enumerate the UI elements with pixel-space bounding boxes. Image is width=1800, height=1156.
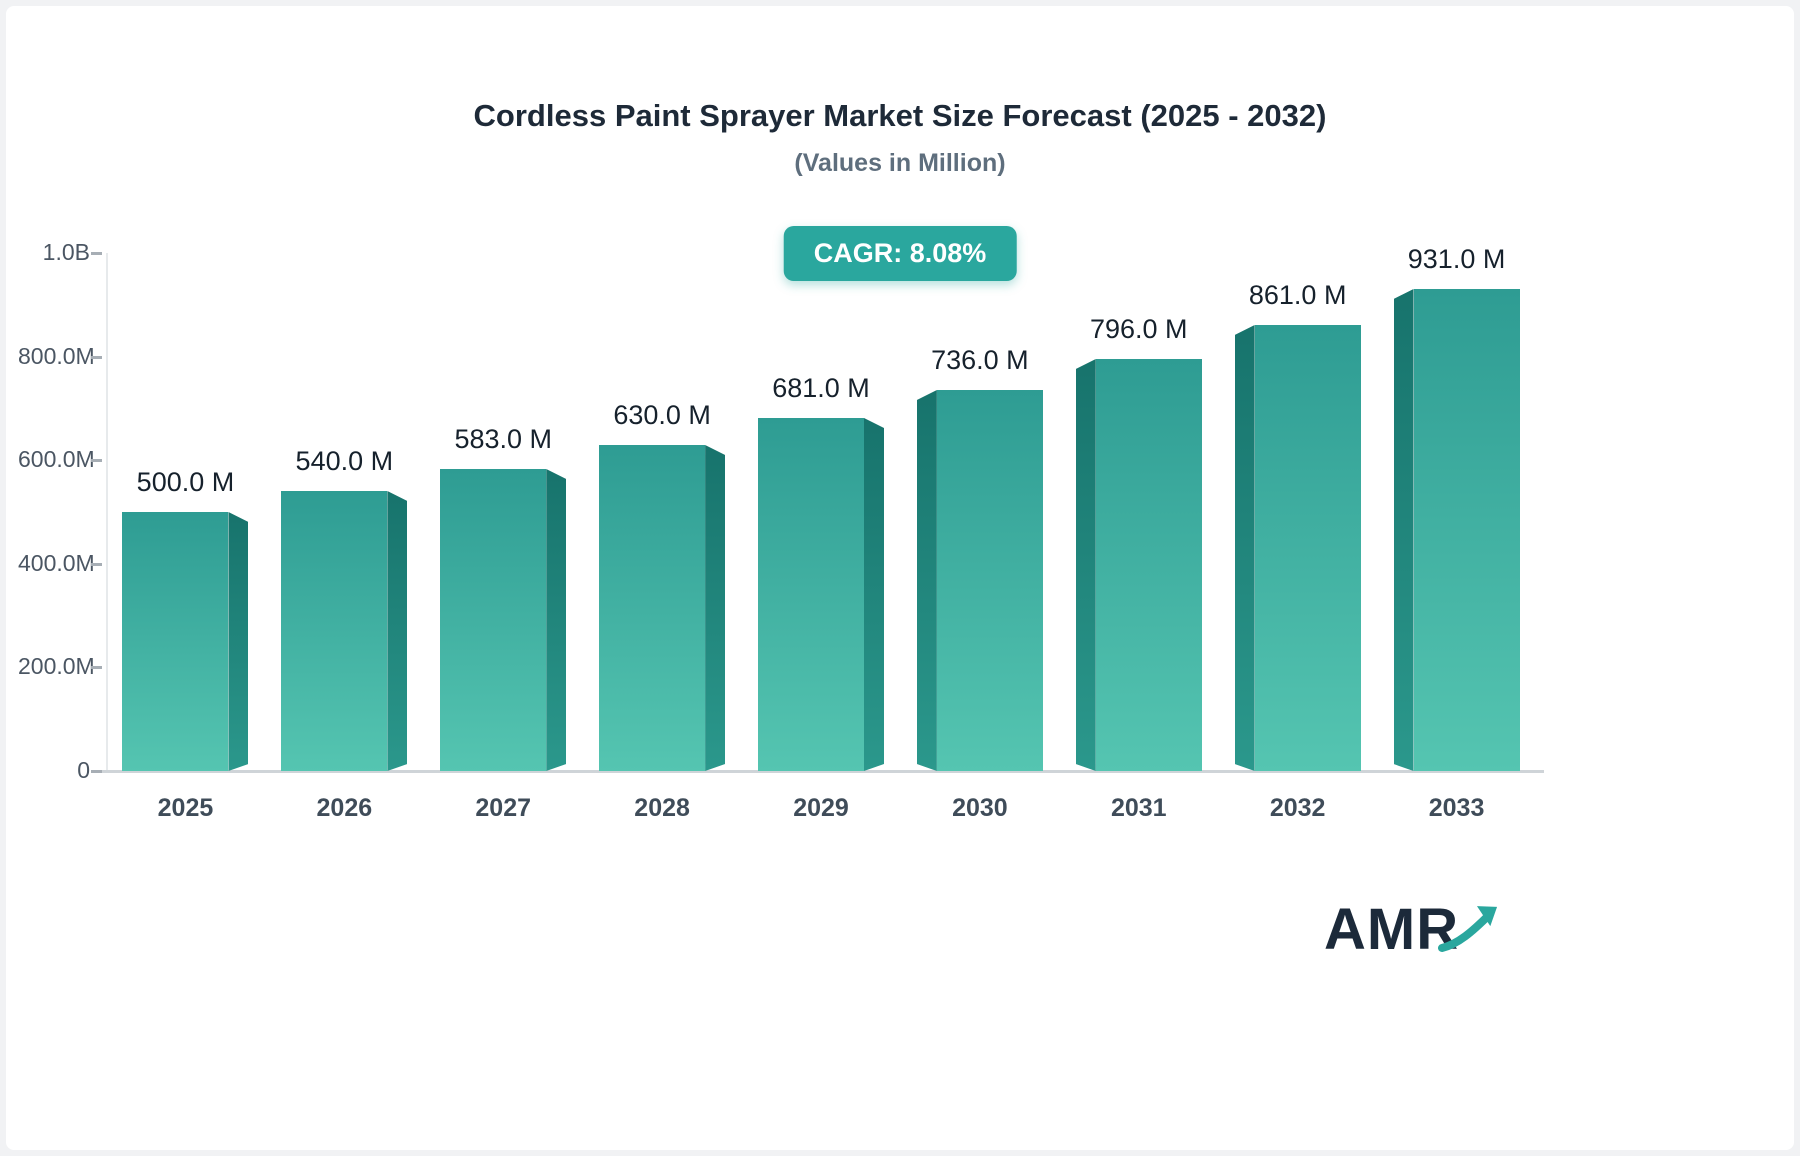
chart-title: Cordless Paint Sprayer Market Size Forec… [473,98,1327,133]
bar-face [1413,289,1520,771]
y-tick-mark [91,459,102,463]
y-tick-label: 400.0M [18,549,95,576]
bar-side [1393,289,1414,771]
bar-value-label: 500.0 M [136,467,235,497]
x-axis-labels: 2025 2026 2027 2028 2029 2030 2031 2032 2033 [106,776,1536,836]
logo-arrow-icon [1438,906,1498,952]
bar-2027 [440,469,567,771]
bar-face [936,390,1043,771]
x-tick-label: 2033 [1428,794,1485,822]
bar-face [599,445,706,771]
bar-2025 [122,512,249,771]
y-tick-label: 0 [77,757,90,783]
bar-2026 [281,491,408,771]
bar-side [228,512,249,771]
bar-face [281,491,388,771]
bar-value-label: 583.0 M [454,424,552,454]
bar-face [1095,359,1202,771]
bar-face [122,512,229,771]
x-tick-label: 2029 [793,794,849,822]
plot-area: 500.0 M 540.0 M 583.0 M 630.0 M 681.0 M 736.0… [91,244,1544,773]
y-tick-mark [91,666,102,670]
bars-container: 500.0 M 540.0 M 583.0 M 630.0 M 681.0 M 736.0… [106,244,1536,771]
x-tick-label: 2027 [475,794,532,822]
bar-value-label: 931.0 M [1407,244,1506,274]
bar-value-label: 861.0 M [1248,280,1347,310]
chart-subtitle: (Values in Million) [794,149,1006,177]
x-tick-label: 2031 [1110,794,1167,822]
bar-2033 [1393,289,1520,771]
x-tick-label: 2025 [157,794,214,822]
bar-side [916,390,937,771]
bar-2029 [758,418,884,771]
bar-face [758,418,864,771]
y-axis-labels: 1.0B 800.0M 600.0M 400.0M 200.0M 0 [18,239,95,783]
y-tick-label: 1.0B [42,239,90,265]
bar-value-label: 796.0 M [1089,314,1188,344]
bar-side [1075,359,1096,771]
bar-2030 [916,390,1043,771]
y-tick-mark [91,355,102,359]
bar-2031 [1075,359,1202,771]
amr-logo-text: AMR [1324,897,1460,962]
y-tick-mark [91,770,102,773]
bar-2028 [599,445,726,771]
y-tick-label: 200.0M [18,653,95,680]
amr-logo: AMR [1324,896,1524,976]
x-tick-label: 2028 [634,794,690,822]
x-tick-label: 2026 [316,794,373,822]
bar-side [1234,325,1255,771]
y-tick-mark [91,252,102,255]
bar-value-label: 540.0 M [295,446,394,476]
bar-face [1254,325,1361,771]
bar-side [705,445,726,771]
x-axis-line [96,770,1544,773]
bar-value-label: 681.0 M [772,373,870,403]
bar-side [387,491,408,771]
y-tick-label: 800.0M [18,342,95,369]
x-tick-label: 2032 [1269,794,1326,822]
bar-value-label: 630.0 M [613,400,711,430]
bar-side [864,418,884,771]
cagr-label: CAGR: 8.08% [813,238,987,268]
cagr-badge: CAGR: 8.08% [783,226,1017,281]
y-axis-line [106,253,108,771]
bar-2032 [1234,325,1361,771]
bar-face [440,469,547,771]
y-tick-mark [91,562,102,566]
bar-side [546,469,567,771]
chart-card: Cordless Paint Sprayer Market Size Forec… [6,6,1794,1150]
y-tick-label: 600.0M [18,446,95,473]
x-tick-label: 2030 [952,794,1008,822]
bar-value-label: 736.0 M [931,345,1029,375]
